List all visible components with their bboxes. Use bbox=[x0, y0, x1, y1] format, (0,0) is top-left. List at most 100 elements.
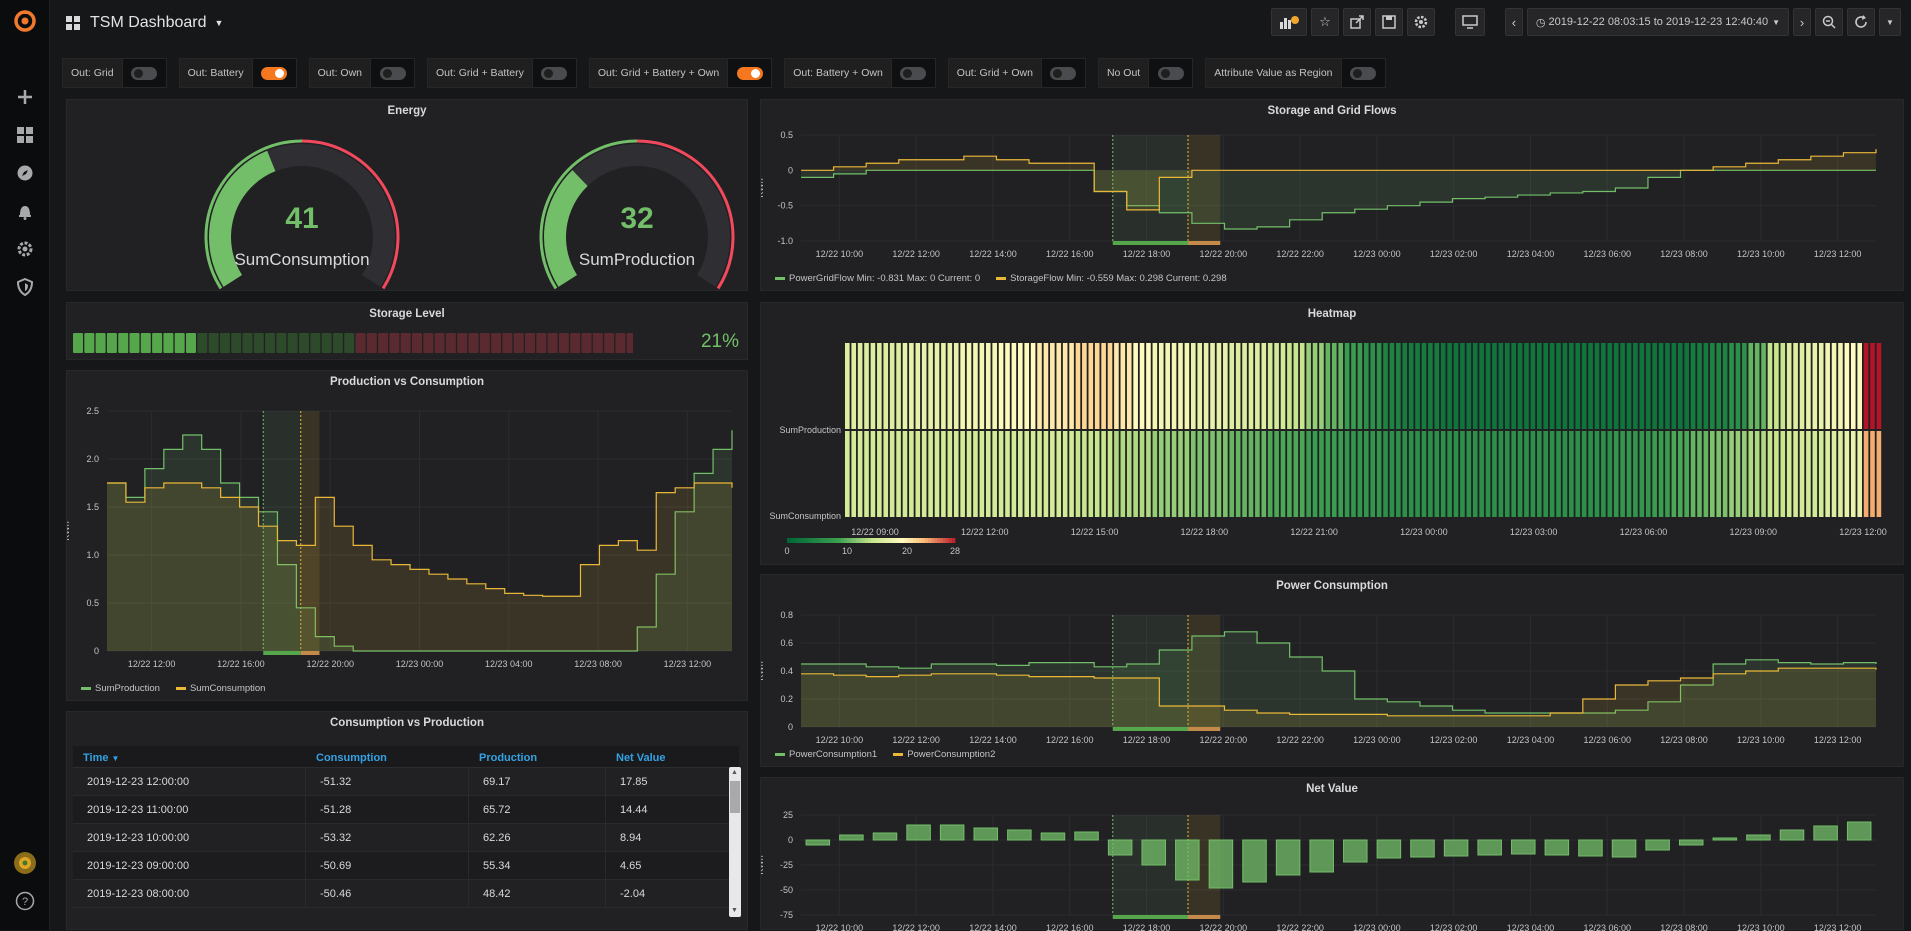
heatmap-scale-segment bbox=[943, 538, 947, 543]
toggle-switch[interactable] bbox=[736, 66, 763, 80]
bell-icon[interactable] bbox=[12, 198, 38, 224]
heatmap-cell bbox=[1178, 431, 1183, 517]
heatmap-cell bbox=[1139, 343, 1145, 429]
star-icon[interactable]: ☆ bbox=[1310, 8, 1339, 36]
panel-title: Net Value bbox=[1306, 783, 1358, 795]
explore-icon[interactable] bbox=[12, 160, 38, 186]
x-tick-label: 12/23 12:00 bbox=[1814, 735, 1862, 745]
chevron-right-icon[interactable]: › bbox=[1793, 8, 1811, 36]
heatmap-cell bbox=[1152, 343, 1158, 429]
storage-bar-segment bbox=[73, 333, 83, 353]
dashboard-title[interactable]: TSM Dashboard ▼ bbox=[66, 14, 223, 32]
storage-bar-segment bbox=[299, 333, 309, 353]
column-header-consumption[interactable]: Consumption bbox=[316, 752, 387, 764]
heatmap-cell bbox=[1107, 343, 1113, 429]
toggle-switch[interactable] bbox=[900, 66, 927, 80]
heatmap-cell bbox=[1485, 343, 1491, 429]
x-tick-label: 12/23 00:00 bbox=[1353, 249, 1401, 259]
heatmap-cell bbox=[1697, 343, 1702, 429]
x-tick-label: 12/23 00:00 bbox=[1353, 735, 1401, 745]
share-icon[interactable] bbox=[1342, 8, 1371, 36]
toggle-switch[interactable] bbox=[1157, 66, 1184, 80]
column-header-net-value[interactable]: Net Value bbox=[616, 752, 666, 764]
gauge-arc bbox=[204, 139, 400, 290]
x-tick-label: 12/22 18:00 bbox=[1123, 735, 1171, 745]
column-header-production[interactable]: Production bbox=[479, 752, 538, 764]
legend-item[interactable]: PowerConsumption1 bbox=[775, 749, 877, 760]
dashboards-icon[interactable] bbox=[12, 122, 38, 148]
variable-toggle: Out: Grid + Battery bbox=[427, 58, 577, 88]
legend-item[interactable]: SumConsumption bbox=[175, 683, 265, 694]
legend-item[interactable]: StorageFlow Min: -0.559 Max: 0.298 Curre… bbox=[996, 273, 1227, 284]
avatar-icon[interactable] bbox=[12, 850, 38, 876]
heatmap-cell bbox=[1338, 343, 1343, 429]
grafana-logo-icon[interactable] bbox=[12, 8, 38, 34]
legend-item[interactable]: SumProduction bbox=[81, 683, 160, 694]
toggle-switch[interactable] bbox=[1350, 66, 1377, 80]
heatmap-cell bbox=[973, 343, 978, 429]
heatmap-cell bbox=[1690, 343, 1696, 429]
heatmap-cell bbox=[1876, 343, 1882, 429]
x-tick-label: 12/22 10:00 bbox=[816, 923, 864, 931]
heatmap-cell bbox=[896, 343, 901, 429]
table-cell: 69.17 bbox=[469, 768, 606, 795]
table-scrollbar[interactable]: ▲ ▼ bbox=[729, 767, 741, 917]
legend-item[interactable]: PowerGridFlow Min: -0.831 Max: 0 Current… bbox=[775, 273, 980, 284]
series-area bbox=[801, 170, 1876, 229]
heatmap-cell bbox=[1069, 343, 1074, 429]
table-cell: 48.42 bbox=[469, 880, 606, 907]
heatmap-scale-segment bbox=[844, 538, 848, 543]
toggle-switch[interactable] bbox=[131, 66, 158, 80]
y-tick-label: -50 bbox=[780, 885, 793, 895]
heatmap-cell bbox=[1114, 343, 1119, 429]
heatmap-cell bbox=[1620, 343, 1625, 429]
heatmap-scale-segment bbox=[841, 538, 845, 543]
variable-switch-cell bbox=[1149, 58, 1194, 88]
heatmap-cell bbox=[992, 343, 997, 429]
heatmap-cell bbox=[1658, 343, 1664, 429]
legend-item[interactable]: PowerConsumption2 bbox=[893, 749, 995, 760]
settings-icon[interactable] bbox=[1406, 8, 1435, 36]
storage-bar-segment bbox=[140, 333, 151, 353]
y-tick-label: 0 bbox=[788, 165, 793, 175]
plus-icon[interactable] bbox=[12, 84, 38, 110]
heatmap-cell bbox=[1082, 431, 1087, 517]
heatmap-cell bbox=[1665, 343, 1670, 429]
shield-icon[interactable] bbox=[12, 274, 38, 300]
tv-icon[interactable] bbox=[1454, 8, 1485, 36]
heatmap-cell bbox=[1517, 431, 1523, 517]
time-range-picker[interactable]: ◷ 2019-12-22 08:03:15 to 2019-12-23 12:4… bbox=[1526, 8, 1789, 36]
toggle-switch[interactable] bbox=[379, 66, 406, 80]
column-header-time[interactable]: Time ▼ bbox=[83, 752, 120, 764]
storage-bar-segment bbox=[581, 333, 592, 353]
chevron-left-icon[interactable]: ‹ bbox=[1504, 8, 1523, 36]
gear-icon[interactable] bbox=[12, 236, 38, 262]
heatmap-cell bbox=[1191, 343, 1196, 429]
zoom-out-icon[interactable] bbox=[1815, 8, 1843, 36]
table-cell: -51.28 bbox=[306, 796, 469, 823]
heatmap-cell bbox=[1261, 343, 1267, 429]
series-area bbox=[107, 430, 732, 651]
toggle-switch[interactable] bbox=[541, 66, 568, 80]
help-icon[interactable]: ? bbox=[12, 888, 38, 914]
refresh-icon[interactable] bbox=[1847, 8, 1875, 36]
refresh-interval-dropdown[interactable]: ▼ bbox=[1879, 8, 1901, 36]
x-tick-label: 12/22 12:00 bbox=[892, 735, 940, 745]
x-tick-label: 12/22 14:00 bbox=[969, 249, 1017, 259]
heatmap-cell bbox=[1722, 343, 1728, 429]
toggle-switch[interactable] bbox=[261, 66, 288, 80]
caret-down-icon: ▼ bbox=[1772, 17, 1780, 27]
heatmap-cell bbox=[1133, 431, 1138, 517]
toggle-switch[interactable] bbox=[1050, 66, 1077, 80]
series-line-PowerConsumption1 bbox=[801, 631, 1877, 714]
add-panel-icon[interactable] bbox=[1270, 8, 1307, 36]
heatmap-cell bbox=[1293, 343, 1299, 429]
y-axis-label: KWh bbox=[761, 661, 765, 681]
power-consumption-chart: 0.8 0.6 0.4 0.2 0 12/22 10:00 12/22 12:00 12/22… bbox=[761, 610, 1877, 745]
series-area bbox=[801, 668, 1876, 727]
heatmap-cell bbox=[1344, 431, 1350, 517]
heatmap-cell bbox=[1434, 431, 1440, 517]
dashboard-toolbar: ☆ ‹ ◷ 2019-12-22 08:03:15 to 2019-12-23 … bbox=[1270, 8, 1901, 36]
save-icon[interactable] bbox=[1374, 8, 1403, 36]
heatmap-cell bbox=[1479, 431, 1484, 517]
